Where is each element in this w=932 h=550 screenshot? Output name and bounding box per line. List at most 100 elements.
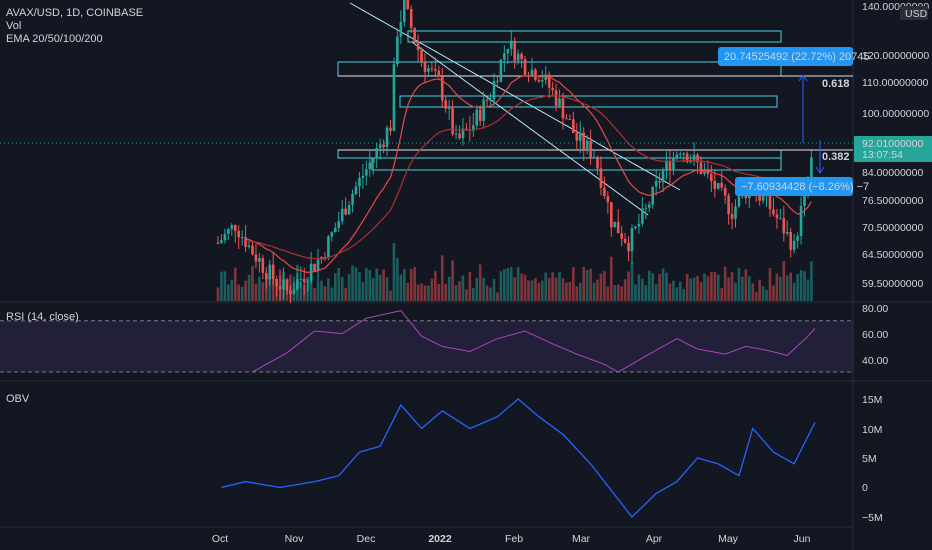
volume-bar bbox=[423, 285, 427, 301]
time-tick: Apr bbox=[646, 533, 663, 545]
candle-body bbox=[685, 153, 689, 163]
volume-bar bbox=[278, 269, 282, 301]
candle-body bbox=[472, 125, 475, 131]
volume-bar bbox=[289, 274, 292, 301]
measure-label-down: −7.60934428 (−8.26%) −7 bbox=[741, 181, 869, 193]
volume-bar bbox=[382, 269, 385, 301]
candle-body bbox=[316, 259, 320, 272]
candle-body bbox=[523, 59, 527, 75]
candle-body bbox=[268, 264, 272, 280]
candle-body bbox=[668, 160, 672, 171]
volume-bar bbox=[489, 287, 492, 301]
candle-body bbox=[554, 90, 558, 106]
volume-bar bbox=[358, 271, 361, 301]
volume-bar bbox=[665, 272, 668, 301]
candle-body bbox=[661, 170, 665, 183]
volume-bar bbox=[772, 285, 775, 301]
candle-body bbox=[703, 170, 706, 174]
rsi-line bbox=[252, 310, 816, 373]
time-tick: May bbox=[718, 533, 739, 545]
candle-body bbox=[592, 156, 596, 158]
candle-body bbox=[492, 81, 496, 100]
price-countdown: 13:07:54 bbox=[862, 149, 903, 161]
volume-bar bbox=[416, 284, 420, 301]
candle-body bbox=[392, 64, 396, 131]
volume-bar bbox=[313, 288, 316, 301]
candle-body bbox=[506, 48, 510, 54]
candle-body bbox=[399, 22, 403, 37]
time-tick: Jun bbox=[794, 533, 811, 545]
volume-bar bbox=[568, 281, 572, 301]
price-tick: 120.00000000 bbox=[862, 50, 929, 62]
candle-body bbox=[475, 109, 479, 126]
candle-body bbox=[734, 206, 737, 219]
volume-bar bbox=[741, 276, 744, 301]
candle-body bbox=[634, 226, 637, 229]
volume-bar bbox=[789, 272, 792, 301]
candle-body bbox=[641, 208, 644, 224]
volume-bar bbox=[492, 278, 496, 301]
candle-body bbox=[261, 258, 265, 273]
volume-bar bbox=[585, 270, 589, 301]
currency-box bbox=[900, 6, 928, 20]
obv-tick: 5M bbox=[862, 453, 877, 465]
volume-bar bbox=[668, 283, 672, 301]
volume-bar bbox=[340, 276, 344, 301]
candle-body bbox=[803, 188, 806, 206]
volume-bar bbox=[444, 283, 447, 301]
candle-body bbox=[482, 99, 485, 121]
volume-bar bbox=[316, 282, 320, 301]
candle-body bbox=[572, 119, 575, 133]
candle-body bbox=[396, 36, 399, 65]
volume-bar bbox=[223, 271, 227, 301]
candle-body bbox=[478, 109, 482, 121]
volume-bar bbox=[541, 280, 544, 301]
volume-bar bbox=[478, 264, 482, 301]
candle-body bbox=[710, 174, 713, 182]
volume-bar bbox=[299, 282, 303, 301]
candle-body bbox=[775, 214, 779, 219]
obv-tick: −5M bbox=[862, 512, 883, 524]
candle-body bbox=[403, 0, 406, 23]
candle-body bbox=[499, 59, 503, 82]
volume-bar bbox=[254, 283, 258, 301]
candle-body bbox=[558, 98, 561, 106]
volume-bar bbox=[796, 274, 799, 301]
volume-bar bbox=[399, 274, 403, 301]
volume-bar bbox=[768, 267, 772, 301]
candle-body bbox=[630, 228, 634, 252]
volume-bar bbox=[406, 282, 410, 301]
volume-bar bbox=[499, 271, 503, 301]
volume-bar bbox=[409, 268, 413, 301]
volume-bar bbox=[496, 292, 499, 301]
volume-bar bbox=[675, 287, 679, 301]
volume-bar bbox=[430, 278, 434, 301]
volume-bar bbox=[523, 274, 527, 301]
volume-bar bbox=[637, 274, 641, 301]
volume-bar bbox=[413, 267, 416, 301]
volume-bar bbox=[475, 277, 479, 301]
volume-bar bbox=[734, 282, 737, 301]
volume-bar bbox=[754, 292, 758, 301]
volume-bar bbox=[713, 271, 717, 301]
volume-bar bbox=[606, 286, 610, 301]
volume-bar bbox=[527, 280, 530, 301]
measure-label-down-box bbox=[735, 177, 853, 196]
volume-bar bbox=[537, 282, 541, 301]
volume-bar bbox=[748, 276, 751, 301]
volume-bar bbox=[744, 269, 748, 301]
time-tick: 2022 bbox=[428, 533, 452, 545]
candle-body bbox=[509, 40, 513, 49]
volume-bar bbox=[292, 282, 296, 301]
fib-label-618: 0.618 bbox=[822, 78, 850, 90]
candle-body bbox=[423, 62, 427, 72]
volume-bar bbox=[361, 282, 365, 301]
candle-body bbox=[603, 187, 606, 196]
volume-bar bbox=[337, 268, 341, 301]
candle-body bbox=[275, 279, 278, 287]
candle-body bbox=[416, 41, 420, 50]
chart-legend: AVAX/USD, 1D, COINBASE Vol EMA 20/50/100… bbox=[6, 7, 143, 46]
candle-body bbox=[427, 68, 430, 72]
candle-body bbox=[465, 128, 468, 130]
